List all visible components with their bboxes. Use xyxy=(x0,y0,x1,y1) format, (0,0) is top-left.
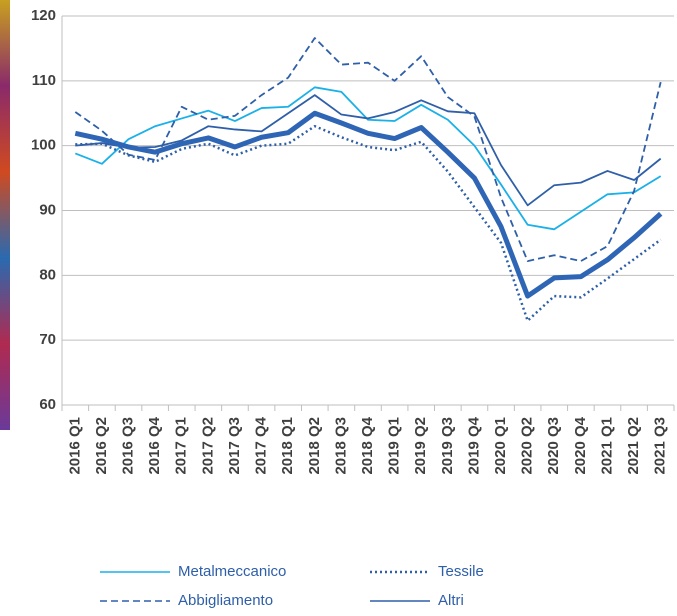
series-line xyxy=(75,94,662,207)
x-tick-label: 2020 Q1 xyxy=(492,417,509,475)
y-tick-label: 110 xyxy=(32,72,56,89)
x-tick-label: 2021 Q1 xyxy=(598,417,615,475)
x-tick-label: 2016 Q4 xyxy=(146,416,163,474)
x-tick-label: 2016 Q1 xyxy=(66,417,83,475)
y-tick-label: 70 xyxy=(39,331,56,348)
y-tick-label: 90 xyxy=(39,201,56,218)
x-tick-label: 2021 Q2 xyxy=(625,417,642,475)
series-line xyxy=(75,124,662,322)
legend-label: Tessile xyxy=(438,563,484,580)
x-tick-label: 2018 Q3 xyxy=(332,417,349,475)
x-tick-label: 2020 Q2 xyxy=(519,417,536,475)
x-tick-label: 2019 Q4 xyxy=(465,416,482,474)
y-tick-label: 120 xyxy=(31,7,56,24)
x-tick-label: 2021 Q3 xyxy=(652,417,669,475)
x-tick-label: 2019 Q3 xyxy=(439,417,456,475)
legend-label: Metalmeccanico xyxy=(178,563,286,580)
x-tick-label: 2017 Q4 xyxy=(253,416,270,474)
y-tick-label: 80 xyxy=(39,266,56,283)
y-tick-label: 100 xyxy=(31,137,56,154)
series-line xyxy=(74,110,663,299)
x-tick-label: 2020 Q4 xyxy=(572,416,589,474)
x-tick-label: 2016 Q2 xyxy=(93,417,110,475)
series-line xyxy=(74,37,662,262)
x-tick-label: 2017 Q3 xyxy=(226,417,243,475)
x-tick-label: 2017 Q1 xyxy=(173,417,190,475)
x-tick-label: 2017 Q2 xyxy=(199,417,216,475)
x-tick-label: 2019 Q2 xyxy=(412,417,429,475)
series-line xyxy=(74,86,662,231)
x-tick-label: 2019 Q1 xyxy=(386,417,403,475)
x-tick-label: 2018 Q1 xyxy=(279,417,296,475)
legend-label: Abbigliamento xyxy=(178,592,273,609)
decorative-strip xyxy=(0,0,10,430)
x-tick-label: 2016 Q3 xyxy=(119,417,136,475)
x-tick-label: 2018 Q2 xyxy=(306,417,323,475)
y-tick-label: 60 xyxy=(39,396,56,413)
legend-label: Altri xyxy=(438,592,464,609)
x-tick-label: 2020 Q3 xyxy=(545,417,562,475)
x-tick-label: 2018 Q4 xyxy=(359,416,376,474)
